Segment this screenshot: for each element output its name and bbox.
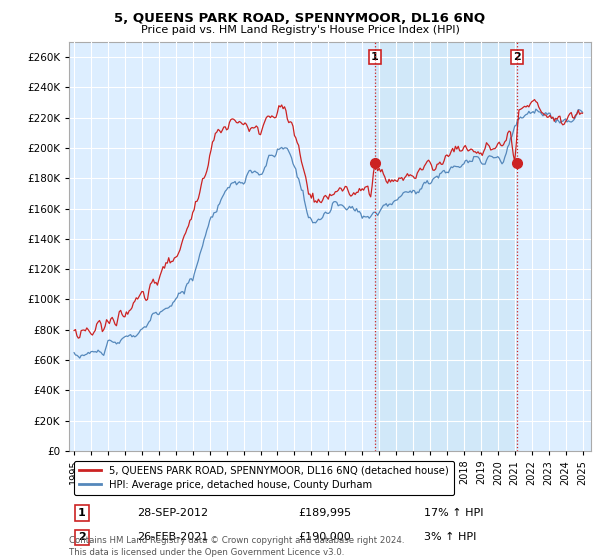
Text: Contains HM Land Registry data © Crown copyright and database right 2024.
This d: Contains HM Land Registry data © Crown c… — [69, 536, 404, 557]
Text: Price paid vs. HM Land Registry's House Price Index (HPI): Price paid vs. HM Land Registry's House … — [140, 25, 460, 35]
Text: 28-SEP-2012: 28-SEP-2012 — [137, 508, 208, 518]
Text: 5, QUEENS PARK ROAD, SPENNYMOOR, DL16 6NQ: 5, QUEENS PARK ROAD, SPENNYMOOR, DL16 6N… — [115, 12, 485, 25]
Text: £189,995: £189,995 — [299, 508, 352, 518]
Text: 1: 1 — [371, 52, 379, 62]
Text: 1: 1 — [78, 508, 86, 518]
Bar — [375, 42, 517, 451]
Text: 26-FEB-2021: 26-FEB-2021 — [137, 533, 208, 543]
Text: 3% ↑ HPI: 3% ↑ HPI — [424, 533, 476, 543]
Text: £190,000: £190,000 — [299, 533, 352, 543]
Text: 2: 2 — [78, 533, 86, 543]
Text: 2: 2 — [514, 52, 521, 62]
Text: 17% ↑ HPI: 17% ↑ HPI — [424, 508, 484, 518]
Legend: 5, QUEENS PARK ROAD, SPENNYMOOR, DL16 6NQ (detached house), HPI: Average price, : 5, QUEENS PARK ROAD, SPENNYMOOR, DL16 6N… — [74, 461, 454, 495]
